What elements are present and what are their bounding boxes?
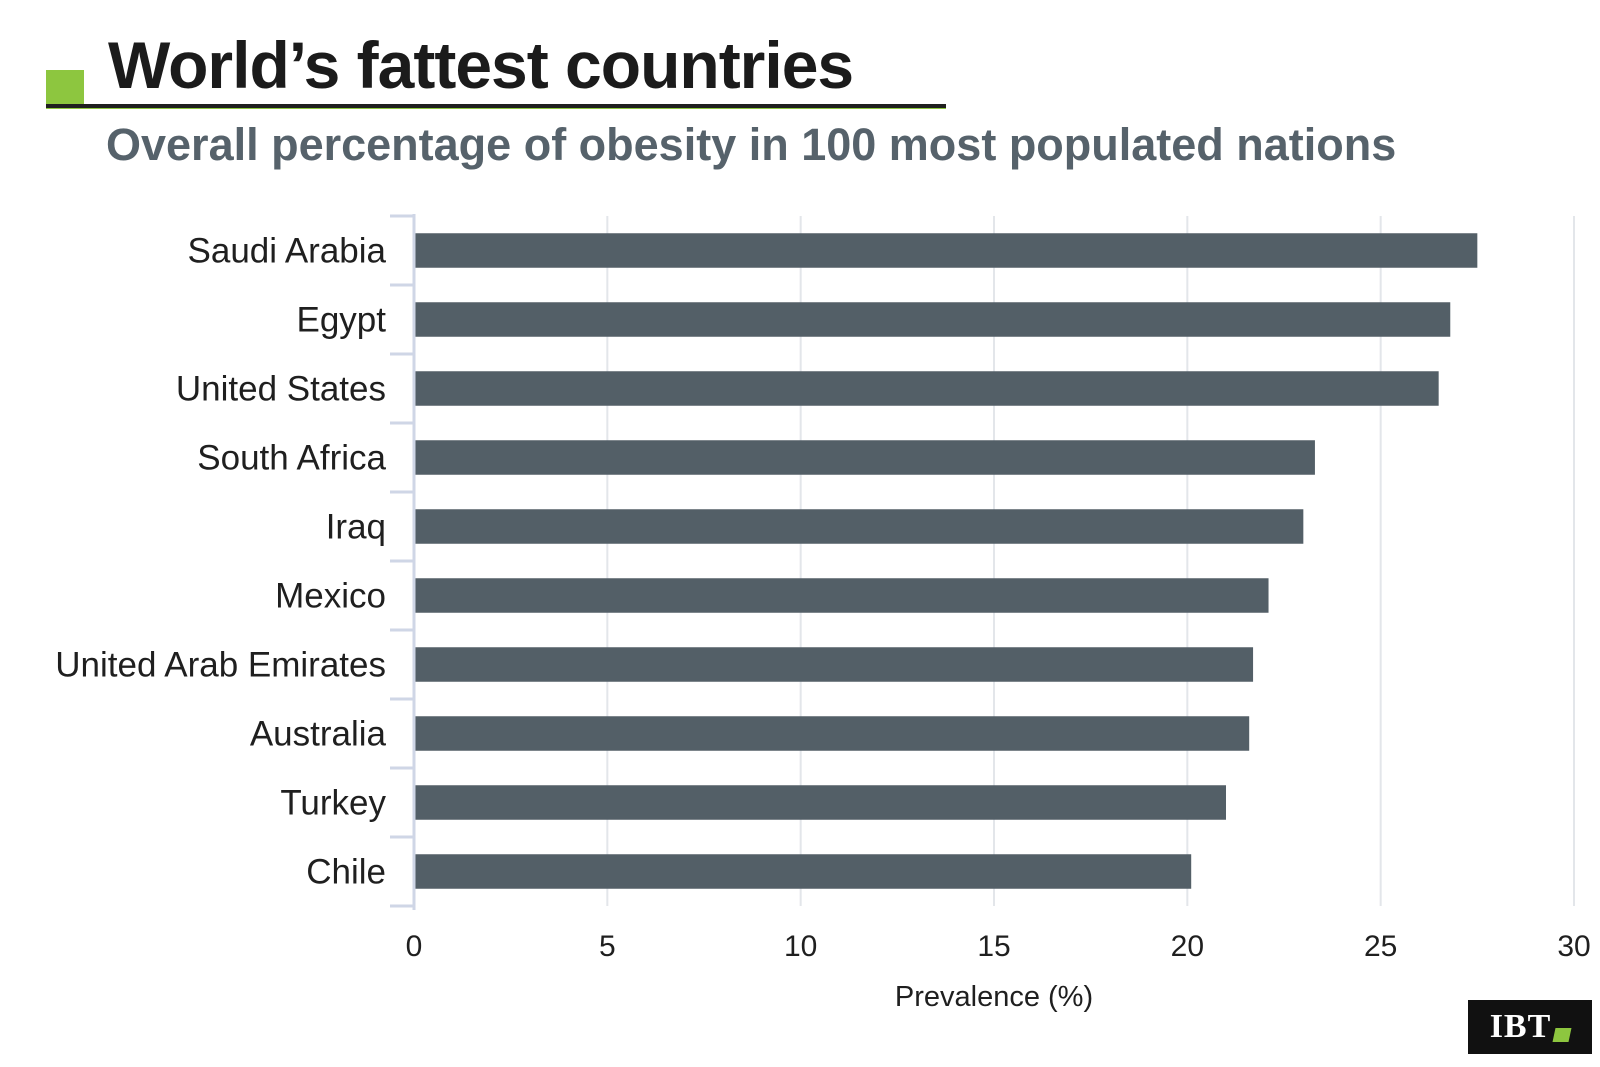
bar-turkey — [414, 785, 1226, 820]
bar-iraq — [414, 509, 1304, 544]
category-label-united-arab-emirates: United Arab Emirates — [55, 646, 386, 685]
chart-title: World’s fattest countries — [108, 28, 854, 102]
bar-saudi-arabia — [414, 233, 1478, 268]
bar-mexico — [414, 578, 1269, 613]
x-tick-labels: 0 5 10 15 20 25 30 — [406, 930, 1591, 963]
category-label-saudi-arabia: Saudi Arabia — [188, 232, 387, 271]
bar-australia — [414, 716, 1250, 751]
category-label-united-states: United States — [176, 370, 386, 409]
x-tick-label-10: 10 — [784, 930, 817, 963]
category-label-iraq: Iraq — [326, 508, 386, 547]
bars — [414, 233, 1478, 889]
category-label-south-africa: South Africa — [197, 439, 386, 478]
x-tick-label-5: 5 — [599, 930, 616, 963]
y-axis — [390, 214, 416, 910]
category-label-egypt: Egypt — [297, 301, 387, 340]
ibt-logo-mark — [1552, 1028, 1572, 1042]
title-underline — [46, 104, 946, 109]
bar-united-arab-emirates — [414, 647, 1254, 682]
category-labels: Saudi Arabia Egypt United States South Afri… — [55, 232, 386, 892]
bar-egypt — [414, 302, 1451, 337]
ibt-logo: IBT — [1468, 1000, 1592, 1054]
x-tick-label-15: 15 — [977, 930, 1010, 963]
category-label-turkey: Turkey — [280, 784, 386, 823]
title-accent-square — [46, 70, 84, 106]
bar-united-states — [414, 371, 1439, 406]
bar-chile — [414, 854, 1192, 889]
bar-south-africa — [414, 440, 1315, 475]
ibt-logo-text: IBT — [1489, 1008, 1552, 1045]
x-tick-label-20: 20 — [1171, 930, 1204, 963]
chart-subtitle: Overall percentage of obesity in 100 mos… — [106, 119, 1397, 170]
category-label-chile: Chile — [306, 853, 386, 892]
chart-header: World’s fattest countries Overall percen… — [0, 0, 1600, 190]
category-label-mexico: Mexico — [275, 577, 386, 616]
category-label-australia: Australia — [250, 715, 387, 754]
x-axis-title: Prevalence (%) — [895, 981, 1093, 1013]
x-tick-label-0: 0 — [406, 930, 423, 963]
x-tick-label-30: 30 — [1557, 930, 1590, 963]
x-tick-label-25: 25 — [1364, 930, 1397, 963]
